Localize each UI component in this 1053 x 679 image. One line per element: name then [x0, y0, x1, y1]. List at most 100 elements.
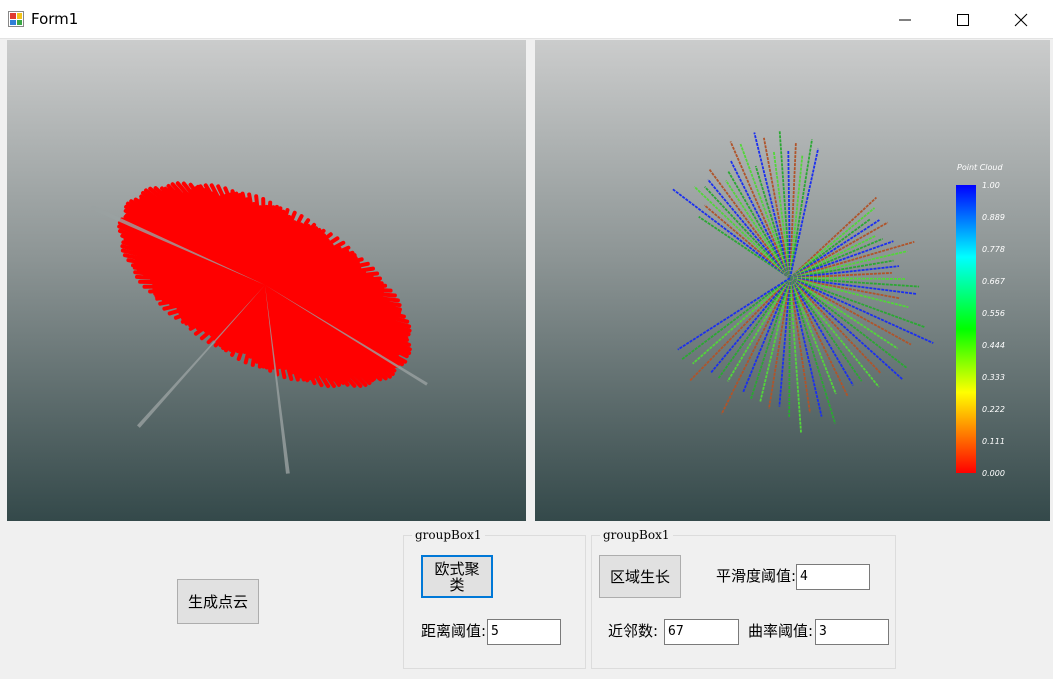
- cluster-ray: [789, 219, 880, 279]
- cluster-ray: [717, 277, 791, 380]
- region-growing-button[interactable]: 区域生长: [599, 555, 681, 598]
- curvature-threshold-input[interactable]: 3: [815, 619, 889, 645]
- cluster-ray: [789, 277, 909, 309]
- cluster-ray: [789, 265, 900, 279]
- colorbar-tick-label: 0.667: [982, 277, 1006, 286]
- cluster-ray: [763, 137, 791, 279]
- colorbar-title: Point Cloud: [957, 163, 1003, 172]
- cluster-ray: [789, 277, 802, 433]
- cluster-ray: [754, 165, 791, 279]
- groupbox-title: groupBox1: [600, 527, 673, 543]
- distance-threshold-input[interactable]: 5: [487, 619, 561, 645]
- cluster-ray: [789, 277, 904, 381]
- cluster-ray: [789, 277, 823, 417]
- close-button[interactable]: [992, 0, 1050, 39]
- maximize-button[interactable]: [934, 0, 992, 39]
- cluster-ray: [720, 277, 791, 415]
- groupbox-euclidean: groupBox1: [403, 527, 586, 669]
- cluster-ray: [698, 215, 791, 279]
- neighbors-input[interactable]: 67: [664, 619, 739, 645]
- cluster-ray: [726, 277, 791, 382]
- cloud-gap: [265, 285, 428, 386]
- cluster-ray: [789, 240, 894, 279]
- cluster-ray: [789, 272, 892, 279]
- cluster-ray: [759, 277, 791, 402]
- cluster-ray: [681, 277, 791, 361]
- groupbox-title: groupBox1: [412, 527, 485, 543]
- minimize-icon: [899, 19, 911, 21]
- cluster-ray: [704, 186, 791, 279]
- cluster-ray: [672, 188, 791, 279]
- cluster-ray: [677, 277, 791, 351]
- cluster-ray: [727, 170, 791, 279]
- colorbar-tick-label: 0.889: [982, 213, 1005, 222]
- cluster-ray: [750, 277, 791, 399]
- cluster-ray: [789, 277, 899, 350]
- cluster-ray: [789, 139, 813, 279]
- maximize-icon: [957, 14, 969, 26]
- generate-point-cloud-button[interactable]: 生成点云: [177, 579, 259, 624]
- point-cloud-viewer-left[interactable]: [7, 40, 526, 521]
- groupbox-region-growing: groupBox1: [591, 527, 896, 669]
- cluster-ray: [789, 196, 878, 279]
- cloud-gap: [90, 205, 265, 285]
- colorbar-tick-label: 0.333: [982, 373, 1005, 382]
- cluster-ray: [789, 277, 912, 346]
- cluster-ray: [789, 277, 917, 295]
- cluster-ray: [693, 185, 791, 279]
- colorbar-tick-label: 0.222: [982, 405, 1005, 414]
- cluster-ray: [707, 179, 791, 279]
- cluster-ray: [789, 277, 863, 382]
- cluster-ray: [789, 277, 934, 344]
- cluster-lines: [672, 131, 934, 433]
- cluster-ray: [789, 277, 849, 398]
- smoothness-threshold-input[interactable]: 4: [796, 564, 870, 590]
- point-cloud-viewer-right[interactable]: Point Cloud 1.00 0.889 0.778 0.667 0.556 0.44…: [535, 40, 1050, 521]
- cluster-ray: [789, 207, 876, 279]
- red-point-cloud: [90, 181, 428, 474]
- cluster-ray: [788, 277, 791, 418]
- cluster-ray: [753, 132, 791, 279]
- title-bar[interactable]: Form1: [0, 0, 1053, 39]
- cluster-ray: [710, 277, 791, 374]
- cluster-ray: [789, 259, 894, 279]
- cluster-ray: [789, 277, 837, 395]
- cluster-ray: [708, 168, 791, 279]
- curvature-threshold-label: 曲率阈值:: [748, 622, 814, 640]
- distance-threshold-label: 距离阈值:: [421, 622, 487, 640]
- minimize-button[interactable]: [876, 0, 934, 39]
- cluster-ray: [789, 218, 871, 279]
- cluster-ray: [789, 277, 811, 413]
- cluster-ray: [778, 277, 791, 407]
- cluster-ray: [789, 277, 837, 424]
- cluster-ray: [789, 250, 908, 279]
- cloud-gap: [265, 285, 290, 474]
- cluster-ray: [789, 240, 915, 279]
- neighbors-label: 近邻数:: [608, 622, 659, 640]
- cloud-gap: [137, 285, 265, 428]
- colorbar-tick-label: 0.556: [982, 309, 1005, 318]
- cluster-ray: [789, 277, 880, 388]
- app-icon: [8, 11, 24, 27]
- colorbar-labels: 1.00 0.889 0.778 0.667 0.556 0.444 0.333 0.222 0…: [982, 181, 1006, 478]
- cluster-ray: [725, 180, 791, 279]
- cluster-ray: [789, 277, 920, 288]
- cluster-ray: [772, 151, 791, 279]
- colorbar-tick-label: 0.111: [982, 437, 1005, 446]
- cluster-ray: [729, 160, 791, 279]
- cluster-ray: [789, 277, 906, 280]
- cluster-ray: [742, 277, 791, 393]
- cluster-ray: [789, 277, 900, 300]
- cluster-ray: [789, 221, 889, 279]
- colored-point-cloud: Point Cloud 1.00 0.889 0.778 0.667 0.556 0.44…: [672, 131, 1006, 478]
- cluster-ray: [729, 141, 791, 279]
- cluster-ray: [688, 277, 791, 382]
- colorbar-tick-label: 1.00: [982, 181, 1000, 190]
- cluster-ray: [789, 155, 804, 279]
- cluster-ray: [789, 277, 882, 374]
- cluster-ray: [768, 277, 791, 409]
- point-cloud-ray: [263, 283, 400, 356]
- cluster-ray: [789, 237, 884, 279]
- euclidean-cluster-button[interactable]: 欧式聚类: [421, 555, 493, 598]
- colorbar-tick-label: 0.000: [982, 469, 1005, 478]
